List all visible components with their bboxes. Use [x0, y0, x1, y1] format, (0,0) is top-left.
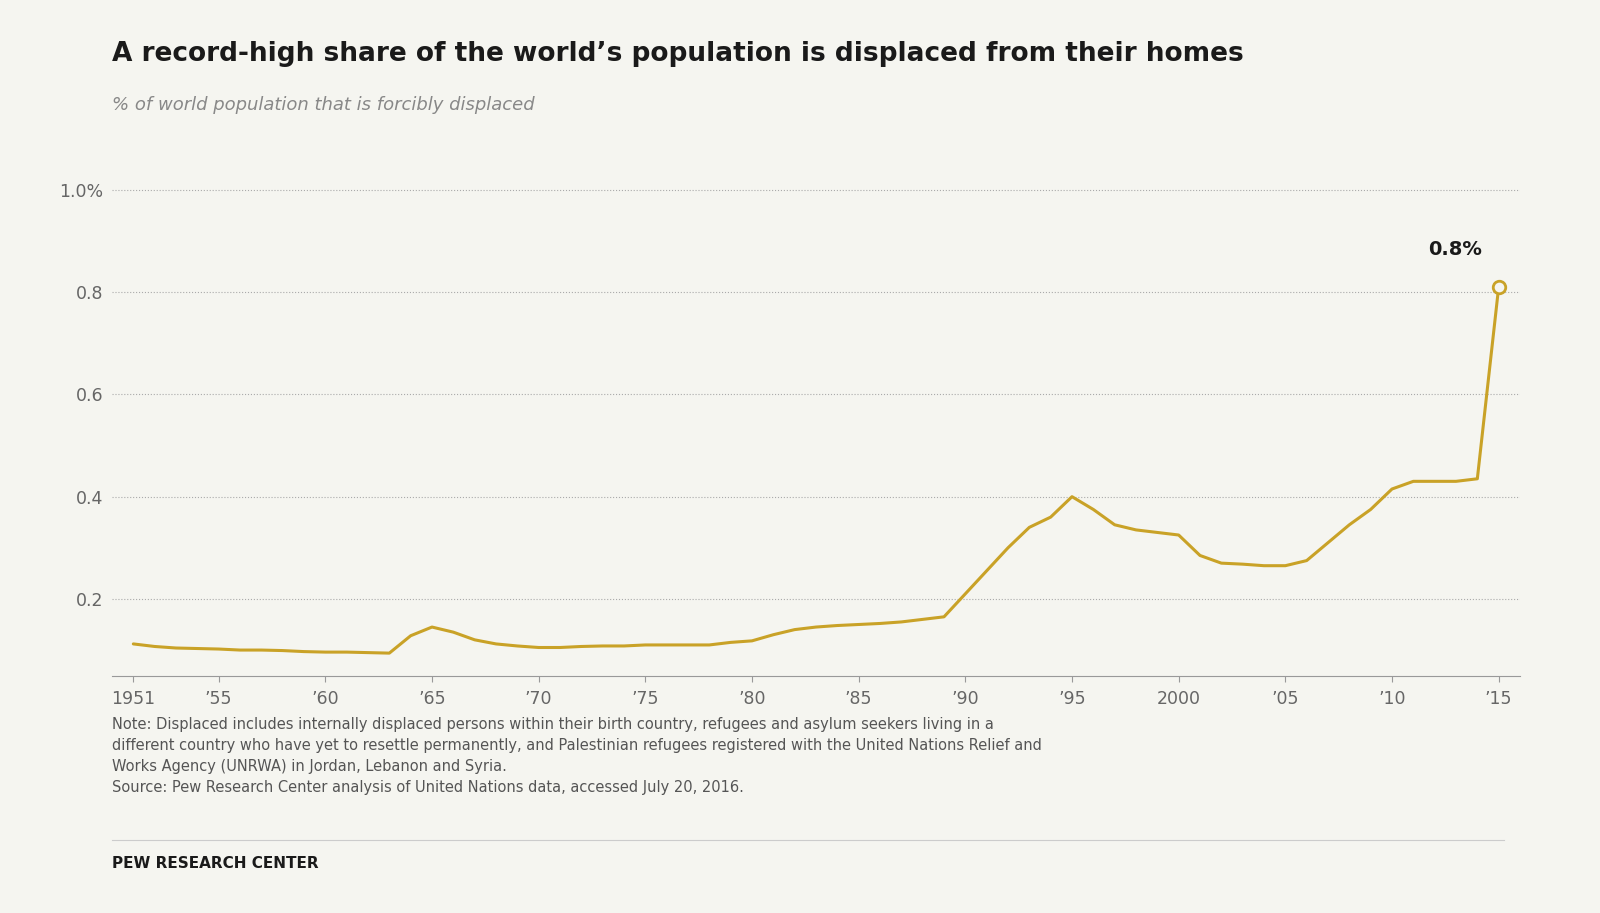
Text: Note: Displaced includes internally displaced persons within their birth country: Note: Displaced includes internally disp…: [112, 717, 1042, 794]
Text: PEW RESEARCH CENTER: PEW RESEARCH CENTER: [112, 856, 318, 871]
Text: 0.8%: 0.8%: [1427, 240, 1482, 259]
Text: A record-high share of the world’s population is displaced from their homes: A record-high share of the world’s popul…: [112, 41, 1243, 67]
Text: % of world population that is forcibly displaced: % of world population that is forcibly d…: [112, 96, 534, 114]
